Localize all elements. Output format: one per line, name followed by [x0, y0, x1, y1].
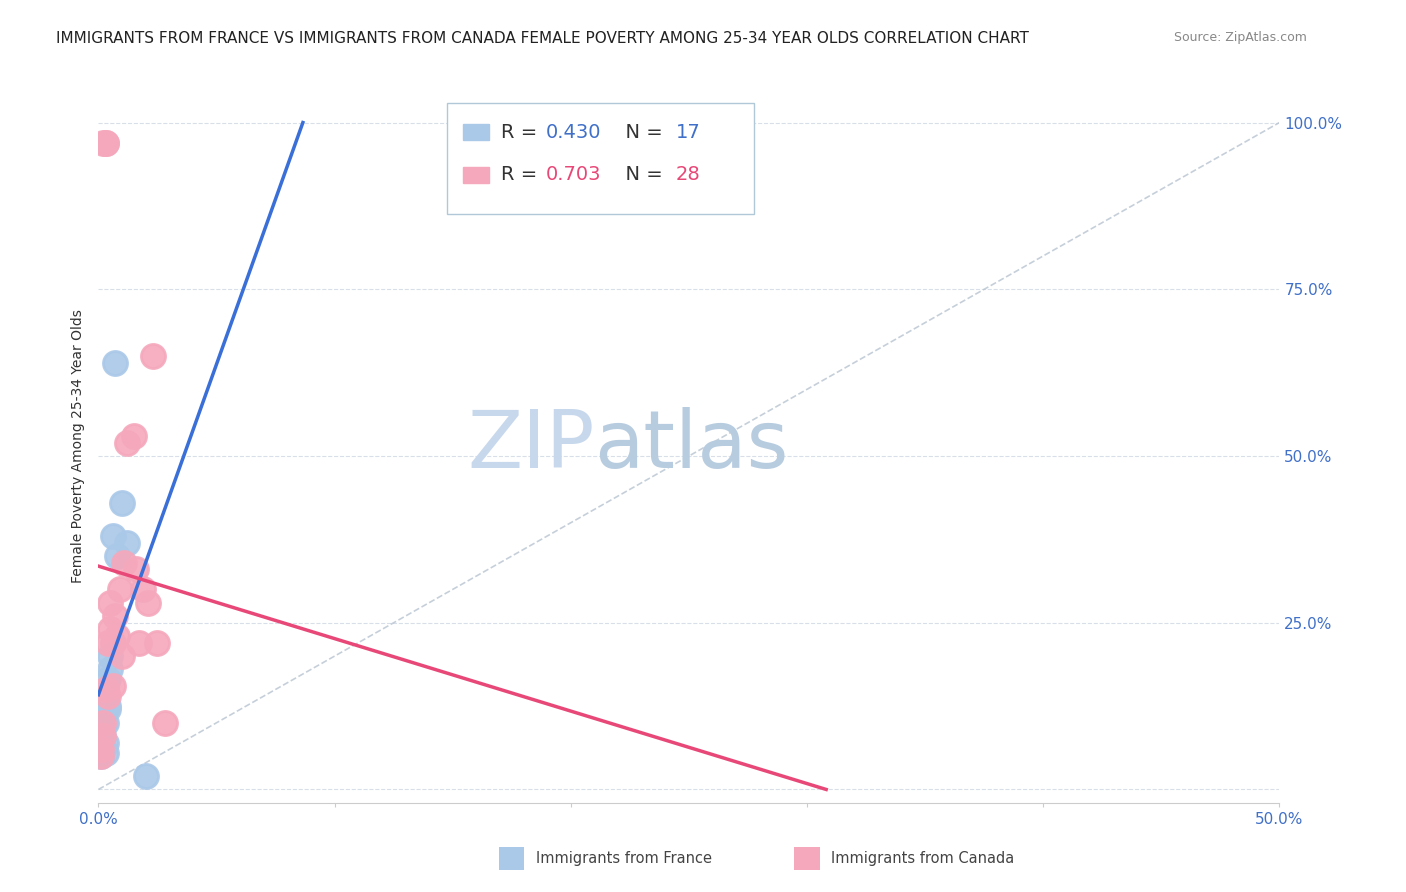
- Text: 0.703: 0.703: [546, 165, 602, 185]
- Text: IMMIGRANTS FROM FRANCE VS IMMIGRANTS FROM CANADA FEMALE POVERTY AMONG 25-34 YEAR: IMMIGRANTS FROM FRANCE VS IMMIGRANTS FRO…: [56, 31, 1029, 46]
- Point: [94, 136, 117, 150]
- Point: [90, 749, 112, 764]
- Text: R =: R =: [501, 122, 544, 142]
- FancyBboxPatch shape: [464, 167, 489, 183]
- Text: N =: N =: [613, 122, 669, 142]
- Point: [153, 715, 176, 730]
- Point: [94, 746, 117, 760]
- Point: [97, 689, 120, 703]
- Point: [91, 729, 114, 743]
- Point: [122, 429, 145, 443]
- Point: [91, 136, 114, 150]
- Point: [98, 596, 121, 610]
- Point: [98, 623, 121, 637]
- Text: 0.430: 0.430: [546, 122, 602, 142]
- Point: [128, 636, 150, 650]
- Point: [105, 629, 128, 643]
- Point: [97, 636, 120, 650]
- Point: [136, 596, 159, 610]
- Point: [105, 549, 128, 563]
- Point: [94, 736, 117, 750]
- Point: [101, 636, 124, 650]
- Point: [115, 535, 138, 549]
- Point: [97, 673, 120, 687]
- Text: N =: N =: [613, 165, 669, 185]
- Point: [101, 679, 124, 693]
- Point: [146, 636, 169, 650]
- Point: [112, 556, 135, 570]
- Point: [91, 729, 114, 743]
- Point: [111, 496, 134, 510]
- Text: 17: 17: [676, 122, 700, 142]
- Point: [125, 562, 148, 576]
- Text: atlas: atlas: [595, 407, 789, 485]
- Point: [94, 136, 117, 150]
- Point: [135, 769, 157, 783]
- Point: [91, 742, 114, 756]
- Point: [111, 649, 134, 664]
- Point: [97, 699, 120, 714]
- Text: Source: ZipAtlas.com: Source: ZipAtlas.com: [1174, 31, 1308, 45]
- FancyBboxPatch shape: [447, 103, 754, 214]
- Text: Immigrants from Canada: Immigrants from Canada: [831, 851, 1014, 866]
- Point: [101, 529, 124, 543]
- Text: Immigrants from France: Immigrants from France: [536, 851, 711, 866]
- Point: [90, 749, 112, 764]
- Point: [94, 715, 117, 730]
- Point: [115, 435, 138, 450]
- Text: ZIP: ZIP: [467, 407, 595, 485]
- Y-axis label: Female Poverty Among 25-34 Year Olds: Female Poverty Among 25-34 Year Olds: [72, 309, 86, 583]
- Point: [97, 702, 120, 716]
- Text: 28: 28: [676, 165, 700, 185]
- Text: R =: R =: [501, 165, 544, 185]
- Point: [94, 682, 117, 697]
- Point: [142, 349, 165, 363]
- Point: [98, 649, 121, 664]
- Point: [104, 609, 127, 624]
- Point: [108, 582, 131, 597]
- Point: [104, 356, 127, 370]
- Point: [132, 582, 155, 597]
- Point: [90, 742, 112, 756]
- Point: [98, 662, 121, 676]
- Point: [91, 715, 114, 730]
- FancyBboxPatch shape: [464, 124, 489, 140]
